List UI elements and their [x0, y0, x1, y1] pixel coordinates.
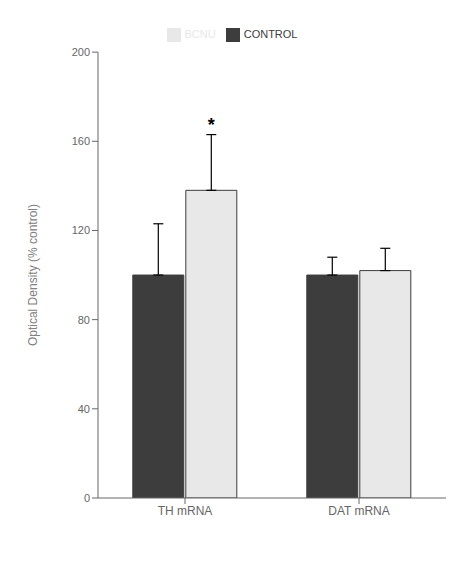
- svg-text:40: 40: [78, 403, 90, 415]
- svg-text:0: 0: [84, 492, 90, 504]
- html-text:CONTROL: CONTROL: [243, 28, 298, 40]
- html-text:BCNU: BCNU: [184, 28, 216, 40]
- svg-text:160: 160: [72, 135, 90, 147]
- svg-text:200: 200: [72, 46, 90, 58]
- svg-text:80: 80: [78, 314, 90, 326]
- svg-text:DAT mRNA: DAT mRNA: [328, 504, 390, 518]
- svg-text:Optical Density (% control): Optical Density (% control): [26, 204, 40, 346]
- svg-text:*: *: [208, 115, 215, 135]
- svg-text:120: 120: [72, 224, 90, 236]
- svg-text:TH mRNA: TH mRNA: [158, 504, 213, 518]
